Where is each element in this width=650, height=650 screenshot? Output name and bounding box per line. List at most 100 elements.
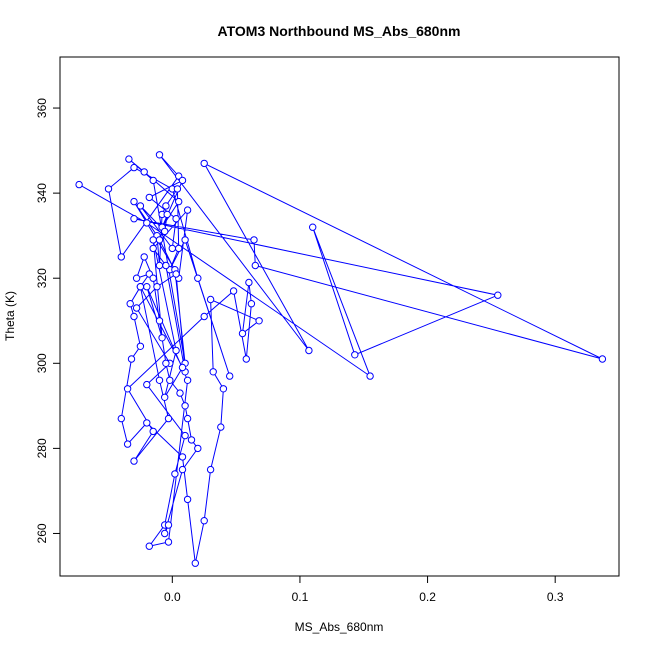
y-axis-label: Theta (K) <box>3 291 17 341</box>
data-point <box>125 155 133 163</box>
data-point <box>130 457 138 465</box>
data-point <box>250 236 258 244</box>
data-point <box>149 274 157 282</box>
y-tick-label: 360 <box>35 98 49 118</box>
data-point <box>164 414 173 423</box>
data-point <box>200 312 208 321</box>
y-tick-label: 280 <box>35 438 49 458</box>
data-point <box>132 304 141 312</box>
data-point <box>130 215 138 223</box>
data-point <box>126 300 134 308</box>
data-point <box>245 278 253 287</box>
data-point <box>200 517 208 525</box>
data-point <box>181 402 189 410</box>
data-point <box>155 376 164 384</box>
data-point <box>155 261 164 270</box>
data-point <box>183 376 192 384</box>
data-point <box>178 465 187 474</box>
x-axis: 0.0 0.1 0.2 0.3 <box>164 575 564 604</box>
x-tick-label: 0.2 <box>419 590 436 604</box>
data-point <box>255 317 263 325</box>
data-point <box>140 253 148 261</box>
data-point <box>162 202 170 210</box>
data-point <box>75 180 83 189</box>
data-point <box>104 185 113 193</box>
data-point <box>206 465 215 474</box>
data-point <box>178 453 187 461</box>
data-point <box>155 151 164 159</box>
data-point <box>143 419 151 427</box>
y-tick-label: 340 <box>35 183 49 203</box>
data-point <box>149 236 157 244</box>
data-point <box>194 274 202 282</box>
data-point <box>183 414 192 423</box>
data-point <box>172 346 180 355</box>
data-series <box>75 151 607 567</box>
data-point <box>238 329 247 338</box>
data-point <box>175 197 183 206</box>
y-tick-label: 260 <box>35 523 49 543</box>
data-point <box>187 436 196 444</box>
data-point <box>145 193 154 202</box>
data-point <box>209 368 217 376</box>
data-point <box>123 440 132 448</box>
data-point <box>166 376 174 384</box>
data-point <box>247 300 256 308</box>
data-point <box>219 385 228 393</box>
data-point <box>162 359 170 367</box>
data-point <box>123 385 132 393</box>
data-point <box>130 197 138 206</box>
data-point <box>172 270 180 278</box>
data-point <box>130 312 138 321</box>
data-point <box>351 351 359 359</box>
data-point <box>143 380 151 389</box>
data-point <box>181 236 189 244</box>
data-point <box>200 159 208 168</box>
data-point <box>305 346 313 355</box>
data-point <box>161 227 169 236</box>
data-point <box>164 521 173 529</box>
data-point <box>175 244 183 253</box>
data-point <box>161 393 169 401</box>
y-tick-label: 300 <box>35 353 49 373</box>
data-point <box>136 283 145 291</box>
data-point <box>206 295 215 304</box>
y-tick-label: 320 <box>35 268 49 288</box>
data-point <box>130 163 138 172</box>
data-point <box>136 202 145 210</box>
data-point <box>132 274 141 282</box>
data-point <box>229 287 238 295</box>
data-point <box>140 168 148 176</box>
data-point <box>145 542 154 550</box>
data-point <box>494 291 502 299</box>
x-tick-label: 0.1 <box>292 590 309 604</box>
data-point <box>158 334 166 342</box>
data-point <box>153 283 161 291</box>
data-point <box>117 253 126 261</box>
data-point <box>149 176 157 185</box>
data-point <box>143 219 151 227</box>
chart-title: ATOM3 Northbound MS_Abs_680nm <box>218 23 461 39</box>
data-point <box>155 236 164 244</box>
x-axis-label: MS_Abs_680nm <box>295 620 384 634</box>
data-point <box>143 283 151 291</box>
data-point <box>178 176 187 185</box>
plot-frame <box>59 56 620 577</box>
data-point <box>155 317 164 325</box>
data-point <box>173 185 182 193</box>
data-point <box>309 223 317 231</box>
data-point <box>183 495 192 504</box>
data-point <box>183 206 192 214</box>
data-point <box>178 363 187 372</box>
data-point <box>149 427 157 436</box>
y-axis: 260 280 300 320 340 360 <box>35 98 61 543</box>
series-line <box>78 154 603 564</box>
data-point <box>251 261 260 270</box>
x-tick-label: 0.0 <box>164 590 181 604</box>
data-point <box>598 355 607 363</box>
data-point <box>366 372 374 380</box>
data-point <box>136 342 145 350</box>
data-point <box>162 261 170 270</box>
data-point <box>161 529 169 538</box>
